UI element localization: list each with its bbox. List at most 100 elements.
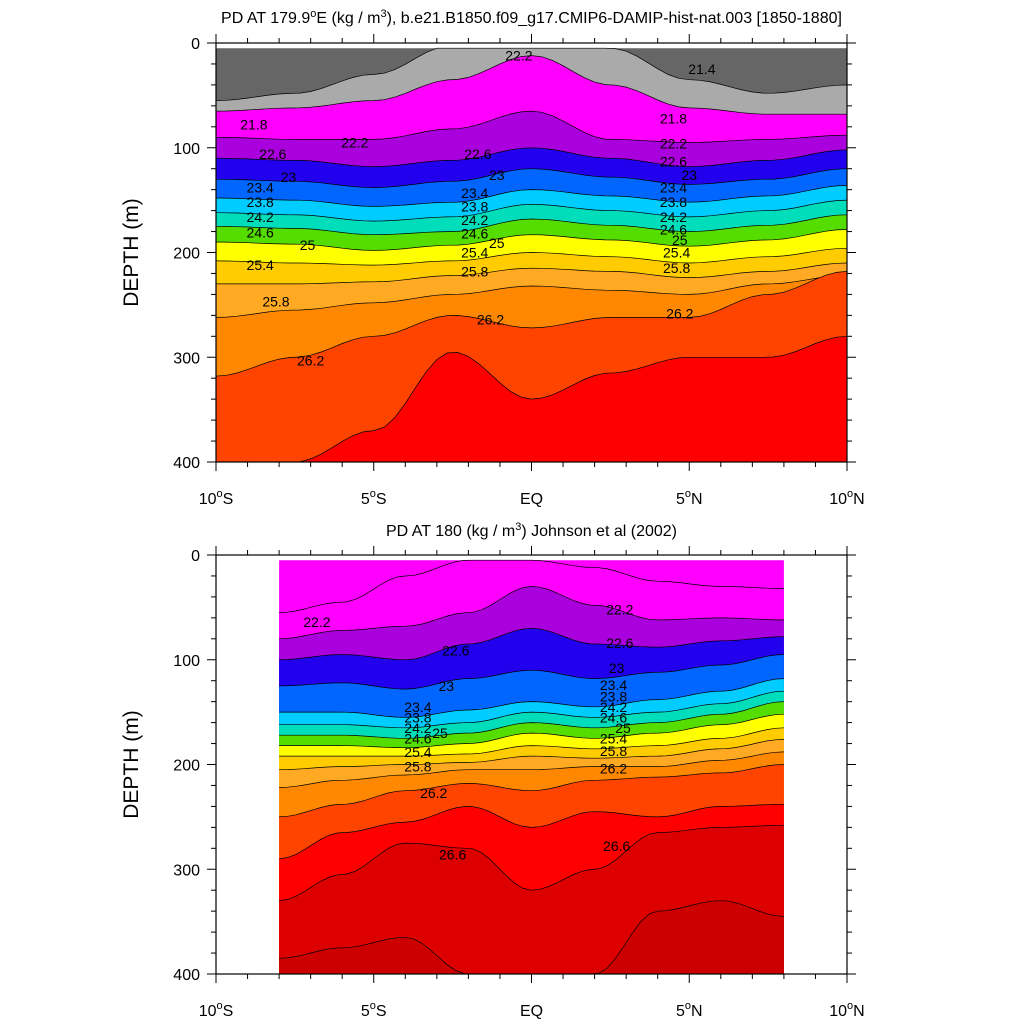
contour-line-25.8 xyxy=(216,275,847,318)
x-tick-label: 5oN xyxy=(676,488,703,508)
contour-label: 25.8 xyxy=(663,260,690,276)
contour-label: 23 xyxy=(281,169,297,185)
contour-label: 25.8 xyxy=(600,743,627,759)
contour-line-21.8 xyxy=(216,55,847,115)
contour-line-26.2 xyxy=(216,271,847,377)
contour-label: 21.8 xyxy=(240,117,267,133)
contour-label: 22.6 xyxy=(259,146,286,162)
contour-line-22.2 xyxy=(216,110,847,143)
y-tick-label: 0 xyxy=(191,36,200,53)
contour-line-21.8 xyxy=(279,559,784,613)
y-tick-label: 200 xyxy=(173,246,200,263)
contour-line-24.6 xyxy=(279,713,784,749)
contour-label: 23.8 xyxy=(404,709,431,725)
chart-title: PD AT 180 (kg / m3) Johnson et al (2002) xyxy=(386,521,677,540)
y-tick-label: 100 xyxy=(173,141,200,158)
x-tick-label: EQ xyxy=(520,491,543,508)
contour-label: 22.2 xyxy=(505,48,532,64)
contour-field: 21.421.8 21.822.222.222.222.6 22.6 22.623 23… xyxy=(216,47,847,462)
contour-line-25.8 xyxy=(279,751,784,788)
contour-line-24.2 xyxy=(216,214,847,236)
contour-line-22.6 xyxy=(216,147,847,167)
contour-line-23 xyxy=(279,654,784,690)
contour-label: 25.4 xyxy=(663,245,690,261)
contour-label: 22.6 xyxy=(442,642,469,658)
contour-line-22.2 xyxy=(279,586,784,640)
contour-fill-26.6 xyxy=(292,336,847,462)
contour-label: 26.6 xyxy=(439,847,466,863)
contour-label: 21.8 xyxy=(660,110,687,126)
contour-line-24.2 xyxy=(279,701,784,739)
contour-line-25.4 xyxy=(279,739,784,771)
contour-line-24.6 xyxy=(216,229,847,251)
contour-label: 24.2 xyxy=(247,209,274,225)
contour-label: 22.2 xyxy=(341,135,368,151)
contour-line-23 xyxy=(216,168,847,188)
y-tick-label: 200 xyxy=(173,758,200,775)
contour-label: 22.2 xyxy=(606,601,633,617)
contour-label: 24.2 xyxy=(600,699,627,715)
contour-label: 24.6 xyxy=(600,709,627,725)
y-tick-label: 0 xyxy=(191,548,200,565)
y-tick-label: 300 xyxy=(173,350,200,367)
bottom-panel: 22.222.222.6 22.6232323.423.423.823.824.2… xyxy=(120,521,865,1020)
contour-label: 23.8 xyxy=(247,194,274,210)
y-tick-label: 100 xyxy=(173,653,200,670)
contour-label: 26.2 xyxy=(297,352,324,368)
contour-label: 22.2 xyxy=(303,614,330,630)
contour-label: 23.4 xyxy=(600,677,627,693)
top-panel: 21.421.8 21.822.222.222.222.6 22.6 22.623 23… xyxy=(120,8,865,508)
contour-label: 24.6 xyxy=(461,226,488,242)
contour-label: 26.2 xyxy=(477,312,504,328)
contour-line-22.6 xyxy=(279,627,784,661)
contour-label: 25.4 xyxy=(247,257,274,273)
contour-line-21.4 xyxy=(216,47,847,101)
contour-line-25 xyxy=(279,727,784,757)
contour-label: 23.4 xyxy=(660,180,687,196)
contour-label: 24.2 xyxy=(660,209,687,225)
x-tick-label: 5oS xyxy=(361,1000,387,1020)
contour-label: 26.2 xyxy=(420,785,447,801)
contour-label: 23 xyxy=(609,660,625,676)
contour-label: 23 xyxy=(489,167,505,183)
contour-label: 22.6 xyxy=(606,635,633,651)
contour-label: 24.6 xyxy=(660,221,687,237)
contour-label: 25 xyxy=(615,720,631,736)
contour-line-23.4 xyxy=(279,678,784,718)
contour-field: 22.222.222.6 22.6232323.423.423.823.824.2… xyxy=(279,559,784,974)
contour-line-27 xyxy=(279,824,784,902)
contour-line-23.4 xyxy=(216,185,847,207)
contour-line-26.6 xyxy=(283,335,847,462)
contour-label: 23.4 xyxy=(247,180,274,196)
contour-label: 25.8 xyxy=(404,759,431,775)
contour-label: 25.4 xyxy=(600,730,627,746)
chart-title: PD AT 179.9oE (kg / m3), b.e21.B1850.f09… xyxy=(221,8,842,27)
y-axis-label: DEPTH (m) xyxy=(120,198,143,307)
contour-label: 25 xyxy=(672,232,688,248)
contour-label: 25 xyxy=(432,725,448,741)
contour-label: 22.6 xyxy=(660,153,687,169)
contour-line-26.6 xyxy=(279,803,784,860)
x-tick-label: 5oS xyxy=(361,488,387,508)
contour-label: 25 xyxy=(489,235,505,251)
contour-label: 25.8 xyxy=(262,294,289,310)
contour-label: 21.4 xyxy=(688,61,715,77)
contour-line-27.2 xyxy=(279,900,784,974)
x-tick-label: 10oS xyxy=(199,1000,234,1020)
contour-label: 25.8 xyxy=(461,263,488,279)
contour-label: 24.2 xyxy=(404,720,431,736)
x-tick-label: 5oN xyxy=(676,1000,703,1020)
contour-label: 25.4 xyxy=(461,245,488,261)
x-tick-label: 10oN xyxy=(829,488,864,508)
contour-label: 25 xyxy=(300,237,316,253)
contour-label: 23 xyxy=(439,678,455,694)
contour-label: 22.2 xyxy=(660,136,687,152)
contour-label: 23.8 xyxy=(461,198,488,214)
contour-line-25 xyxy=(216,247,847,266)
y-tick-label: 400 xyxy=(173,455,200,472)
contour-label: 23 xyxy=(681,167,697,183)
contour-label: 26.6 xyxy=(603,838,630,854)
contour-label: 26.2 xyxy=(666,305,693,321)
contour-label: 26.2 xyxy=(600,761,627,777)
